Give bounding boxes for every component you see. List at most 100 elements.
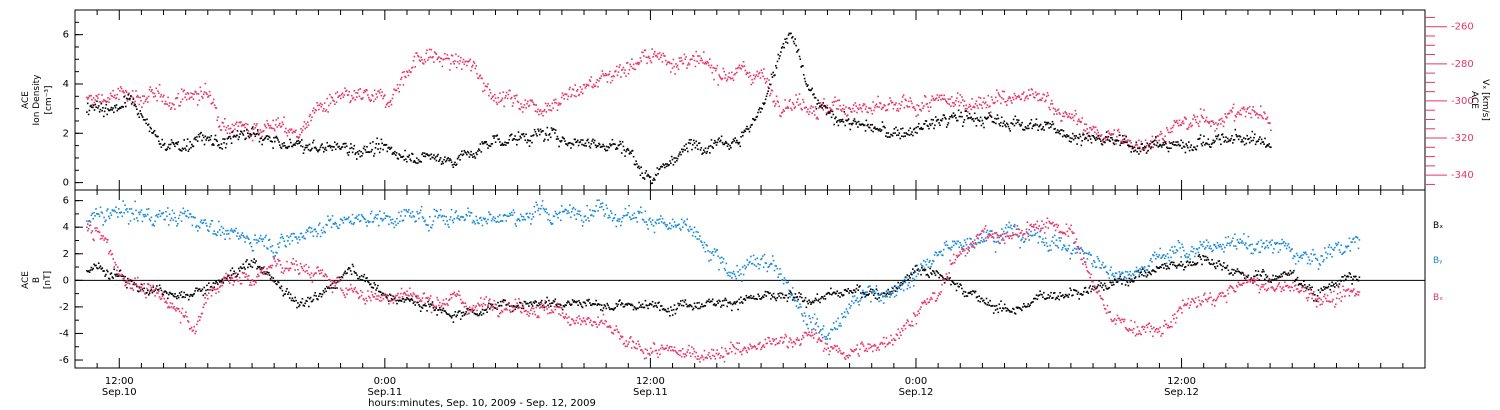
bottom-bx-point (623, 305, 626, 308)
top-vx-point (1173, 119, 1176, 122)
top-density-point (861, 123, 863, 125)
top-density-point (647, 173, 649, 176)
bottom-bx-point (703, 304, 706, 307)
top-density-point (637, 166, 639, 169)
top-density-point (544, 132, 547, 135)
bottom-by-point (188, 213, 191, 215)
bottom-bx-point (1073, 289, 1076, 292)
bottom-by-point (312, 235, 315, 237)
top-vx-point (1152, 146, 1154, 149)
top-density-point (990, 116, 993, 118)
bottom-bx-point (1109, 281, 1111, 283)
top-density-point (499, 141, 501, 143)
top-density-point (1133, 146, 1136, 149)
bottom-bx-point (426, 310, 428, 312)
bottom-bx-point (787, 296, 789, 299)
top-vx-point (356, 96, 358, 98)
top-vx-point (455, 53, 457, 56)
bottom-bx-point (185, 294, 187, 296)
bottom-bx-point (1141, 274, 1143, 276)
top-density-point (309, 150, 312, 152)
top-vx-point (939, 94, 941, 97)
top-density-point (1038, 125, 1040, 128)
top-vx-point (87, 97, 90, 99)
top-density-point (815, 108, 818, 110)
top-density-point (894, 132, 896, 134)
bottom-bx-point (1018, 307, 1020, 309)
top-density-point (1256, 140, 1259, 143)
bottom-bx-point (870, 288, 872, 290)
top-density-point (764, 102, 766, 104)
bottom-bx-point (166, 292, 168, 294)
top-density-point (402, 155, 405, 158)
top-density-point (956, 119, 958, 122)
top-density-point (252, 132, 255, 134)
top-density-point (697, 148, 699, 150)
top-vx-point (1041, 97, 1044, 99)
top-density-point (520, 137, 522, 139)
top-density-point (211, 144, 213, 146)
top-density-point (318, 149, 320, 152)
bottom-by-point (162, 212, 165, 214)
bottom-bx-point (189, 293, 192, 296)
top-vx-point (861, 110, 863, 113)
top-density-point (806, 85, 808, 87)
top-vx-point (1238, 113, 1241, 116)
top-density-point (1043, 129, 1045, 131)
top-vx-point (1023, 91, 1025, 93)
bottom-bx-point (862, 292, 865, 294)
bottom-bx-point (1174, 264, 1176, 267)
bottom-bx-point (275, 282, 277, 285)
bottom-by-point (418, 217, 420, 220)
bottom-bx-point (590, 304, 592, 306)
top-vx-point (656, 56, 659, 58)
top-density-point (153, 129, 156, 132)
top-density-point (706, 150, 708, 153)
bottom-bx-point (1335, 282, 1337, 284)
bottom-bx-point (1147, 271, 1150, 274)
bottom-bx-point (96, 267, 98, 269)
bottom-bx-point (1212, 263, 1214, 266)
bottom-bx-point (795, 296, 798, 299)
top-vx-point (447, 57, 449, 60)
top-vx-point (985, 106, 988, 109)
top-vx-point (569, 86, 571, 89)
bottom-bx-point (285, 290, 287, 293)
bottom-bx-point (950, 283, 952, 286)
top-vx-point (523, 104, 526, 106)
bottom-bx-point (1357, 279, 1360, 282)
bottom-bx-point (399, 299, 401, 302)
top-vx-point (378, 90, 380, 92)
top-vx-point (188, 98, 191, 100)
top-vx-point (791, 102, 794, 104)
bottom-bx-point (626, 304, 628, 306)
bottom-bx-point (1333, 283, 1335, 285)
bottom-bx-point (1283, 271, 1285, 274)
bottom-bx-point (1193, 264, 1195, 266)
top-density-point (1065, 136, 1067, 138)
bottom-bx-point (147, 294, 150, 296)
bottom-by-point (458, 218, 460, 220)
bottom-by-point (299, 232, 302, 235)
top-vx-point (550, 109, 553, 112)
top-density-point (459, 159, 461, 161)
top-vx-point (685, 56, 687, 58)
top-density-point (813, 93, 815, 95)
top-vx-point (528, 104, 531, 107)
bottom-by-point (494, 217, 497, 220)
bottom-bx-point (775, 299, 778, 302)
bottom-bx-point (229, 269, 232, 272)
top-density-point (445, 159, 448, 162)
top-vx-point (700, 57, 703, 59)
top-density-point (254, 135, 257, 138)
bottom-bx-point (451, 315, 454, 317)
top-vx-point (349, 101, 351, 104)
bottom-bx-point (551, 302, 554, 304)
top-density-point (775, 65, 777, 67)
bottom-bx-point (204, 292, 206, 295)
top-vx-point (207, 96, 209, 98)
top-ytick-label-1: 2 (63, 128, 69, 139)
top-density-point (344, 146, 346, 149)
top-vx-point (870, 109, 873, 112)
top-density-point (922, 127, 924, 130)
